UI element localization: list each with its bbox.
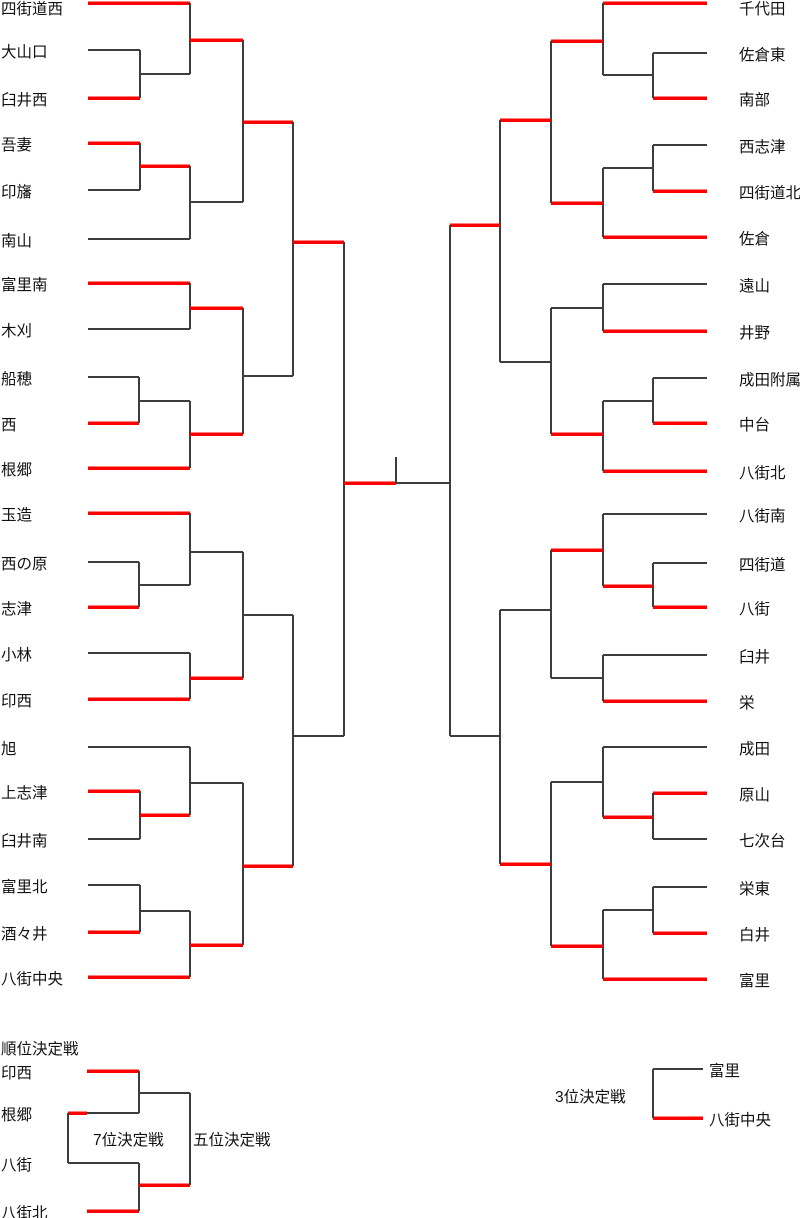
team-label: 臼井西 (1, 91, 48, 109)
team-label: 富里南 (1, 276, 48, 294)
team-label: 根郷 (1, 1106, 32, 1124)
team-label: 旭 (1, 740, 17, 758)
team-label: 印旛 (1, 183, 32, 201)
team-label: 白井 (739, 926, 770, 944)
team-label: 八街南 (739, 507, 786, 525)
team-label: 富里 (709, 1062, 740, 1080)
team-label: 木刈 (1, 322, 32, 340)
team-label: 四街道西 (1, 0, 63, 18)
team-label: 印西 (1, 692, 32, 710)
team-label: 七次台 (739, 832, 786, 850)
third-place-heading: 3位決定戦 (555, 1088, 626, 1106)
team-label: 船穂 (1, 370, 33, 388)
team-label: 玉造 (1, 506, 33, 524)
fifth-place-label: 五位決定戦 (193, 1131, 271, 1149)
team-label: 栄 (739, 694, 755, 712)
team-label: 上志津 (1, 784, 48, 802)
team-label: 千代田 (739, 0, 786, 18)
seventh-place-label: 7位決定戦 (93, 1131, 164, 1149)
team-label: 成田附属 (739, 371, 800, 389)
team-label: 臼井南 (1, 832, 48, 850)
team-label: 南部 (739, 91, 770, 109)
team-label: 八街 (739, 600, 770, 618)
team-label: 八街北 (1, 1204, 48, 1218)
team-label: 中台 (739, 416, 770, 434)
team-label: 南山 (1, 232, 32, 250)
team-label: 臼井 (739, 648, 770, 666)
team-label: 小林 (1, 646, 33, 664)
team-label: 四街道 (739, 556, 786, 574)
team-label: 大山口 (1, 43, 48, 61)
team-label: 八街 (1, 1156, 32, 1174)
team-label: 原山 (739, 786, 770, 804)
team-label: 佐倉東 (739, 46, 786, 64)
team-label: 吾妻 (1, 136, 32, 154)
team-label: 栄東 (739, 880, 770, 898)
team-label: 成田 (739, 740, 770, 758)
team-label: 酒々井 (1, 925, 48, 943)
team-label: 富里北 (1, 878, 48, 896)
team-label: 西 (1, 417, 17, 434)
team-label: 西の原 (1, 556, 48, 573)
team-label: 根郷 (1, 461, 32, 479)
team-label: 井野 (739, 324, 771, 342)
team-label: 志津 (1, 600, 32, 618)
team-label: 西志津 (739, 138, 786, 156)
team-label: 富里 (739, 972, 770, 990)
consolation-heading: 順位決定戦 (1, 1040, 79, 1058)
team-label: 四街道北 (739, 184, 800, 202)
team-label: 八街北 (739, 464, 786, 482)
team-label: 佐倉 (739, 230, 771, 248)
team-label: 印西 (1, 1064, 32, 1082)
team-label: 八街中央 (709, 1111, 772, 1129)
team-label: 遠山 (739, 277, 770, 295)
team-label: 八街中央 (1, 970, 64, 988)
